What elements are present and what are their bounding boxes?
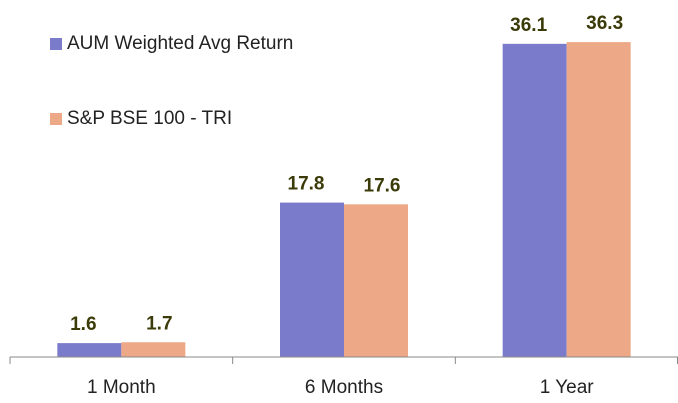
bar [502, 43, 567, 358]
data-label: 17.6 [364, 175, 401, 196]
x-tick-label: 1 Year [540, 377, 595, 398]
data-label: 36.3 [586, 13, 623, 34]
data-label: 1.6 [70, 314, 96, 335]
bar [121, 342, 186, 357]
x-tick-label: 1 Month [87, 377, 156, 398]
legend-label: S&P BSE 100 - TRI [67, 108, 232, 129]
x-tick-label: 6 Months [305, 377, 383, 398]
data-label: 1.7 [146, 313, 172, 334]
data-label: 36.1 [510, 15, 547, 36]
bar [566, 42, 631, 357]
legend-label: AUM Weighted Avg Return [67, 33, 293, 54]
legend-swatch [50, 38, 62, 50]
bar [280, 202, 344, 357]
bar [344, 204, 408, 357]
legend-swatch [50, 113, 62, 125]
data-label: 17.8 [288, 174, 325, 195]
bar [57, 343, 122, 357]
